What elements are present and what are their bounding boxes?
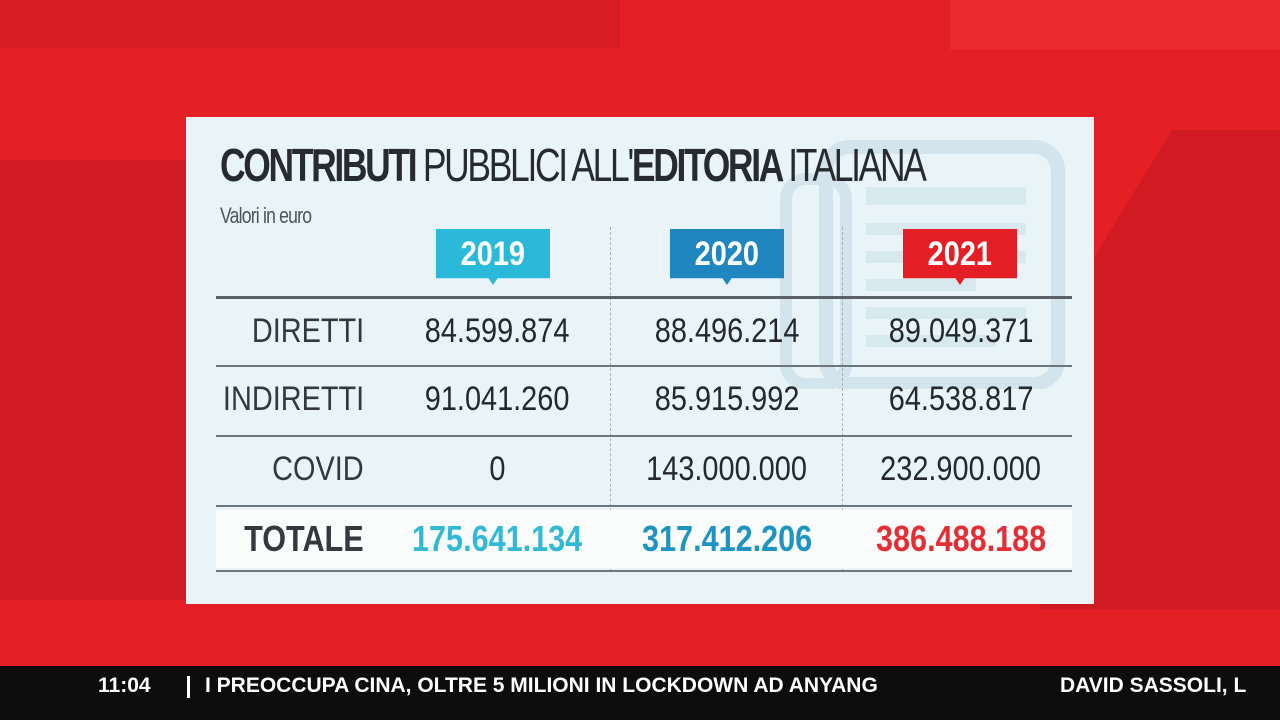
table-rule — [216, 365, 1072, 367]
table-row: INDIRETTI 91.041.260 85.915.992 64.538.8… — [216, 367, 1072, 431]
ticker-next-headline: DAVID SASSOLI, L — [1060, 674, 1247, 697]
title-part: ITALIANA — [788, 139, 927, 191]
year-badge-2019: 2019 — [436, 229, 550, 285]
cell-value: 232.900.000 — [880, 449, 1042, 488]
cell-value: 91.041.260 — [424, 379, 570, 418]
year-badge-2020: 2020 — [670, 229, 784, 285]
infographic-title: CONTRIBUTI PUBBLICI ALL'EDITORIA ITALIAN… — [220, 137, 927, 193]
background-panel — [950, 0, 1280, 50]
cell-value: 89.049.371 — [888, 311, 1034, 350]
cell-value: 85.915.992 — [654, 379, 800, 418]
title-part: EDITORIA — [631, 139, 783, 191]
table-row: DIRETTI 84.599.874 88.496.214 89.049.371 — [216, 299, 1072, 363]
year-label: 2019 — [460, 234, 526, 273]
column-divider — [842, 227, 843, 572]
total-value-2021: 386.488.188 — [875, 518, 1047, 559]
news-ticker: 11:04 I PREOCCUPA CINA, OLTRE 5 MILIONI … — [0, 666, 1280, 720]
year-label: 2020 — [694, 234, 760, 273]
row-label: DIRETTI — [251, 311, 364, 350]
table-rule — [216, 296, 1072, 299]
cell-value: 143.000.000 — [646, 449, 808, 488]
cell-value: 88.496.214 — [654, 311, 800, 350]
table-row: COVID 0 143.000.000 232.900.000 — [216, 437, 1072, 501]
total-value-2020: 317.412.206 — [641, 518, 813, 559]
infographic-card: CONTRIBUTI PUBBLICI ALL'EDITORIA ITALIAN… — [186, 117, 1094, 604]
cell-value: 84.599.874 — [424, 311, 570, 350]
title-part: CONTRIBUTI — [220, 139, 418, 191]
total-label: TOTALE — [244, 518, 364, 559]
total-value-2019: 175.641.134 — [411, 518, 583, 559]
cell-value: 0 — [488, 449, 506, 488]
year-badge-2021: 2021 — [903, 229, 1017, 285]
ticker-separator — [187, 676, 190, 698]
table-rule — [216, 435, 1072, 437]
column-divider — [610, 227, 611, 572]
table-rule — [216, 570, 1072, 572]
row-label: COVID — [272, 449, 364, 488]
year-label: 2021 — [927, 234, 993, 273]
ticker-time: 11:04 — [98, 674, 151, 697]
ticker-headline: I PREOCCUPA CINA, OLTRE 5 MILIONI IN LOC… — [205, 674, 878, 697]
infographic-subtitle: Valori in euro — [220, 203, 312, 228]
background-panel — [0, 0, 620, 48]
title-part: PUBBLICI ALL' — [422, 139, 634, 191]
table-rule — [216, 505, 1072, 507]
total-row: TOTALE 175.641.134 317.412.206 386.488.1… — [216, 510, 1072, 568]
background-panel — [0, 160, 186, 600]
row-label: INDIRETTI — [222, 379, 364, 418]
cell-value: 64.538.817 — [888, 379, 1034, 418]
